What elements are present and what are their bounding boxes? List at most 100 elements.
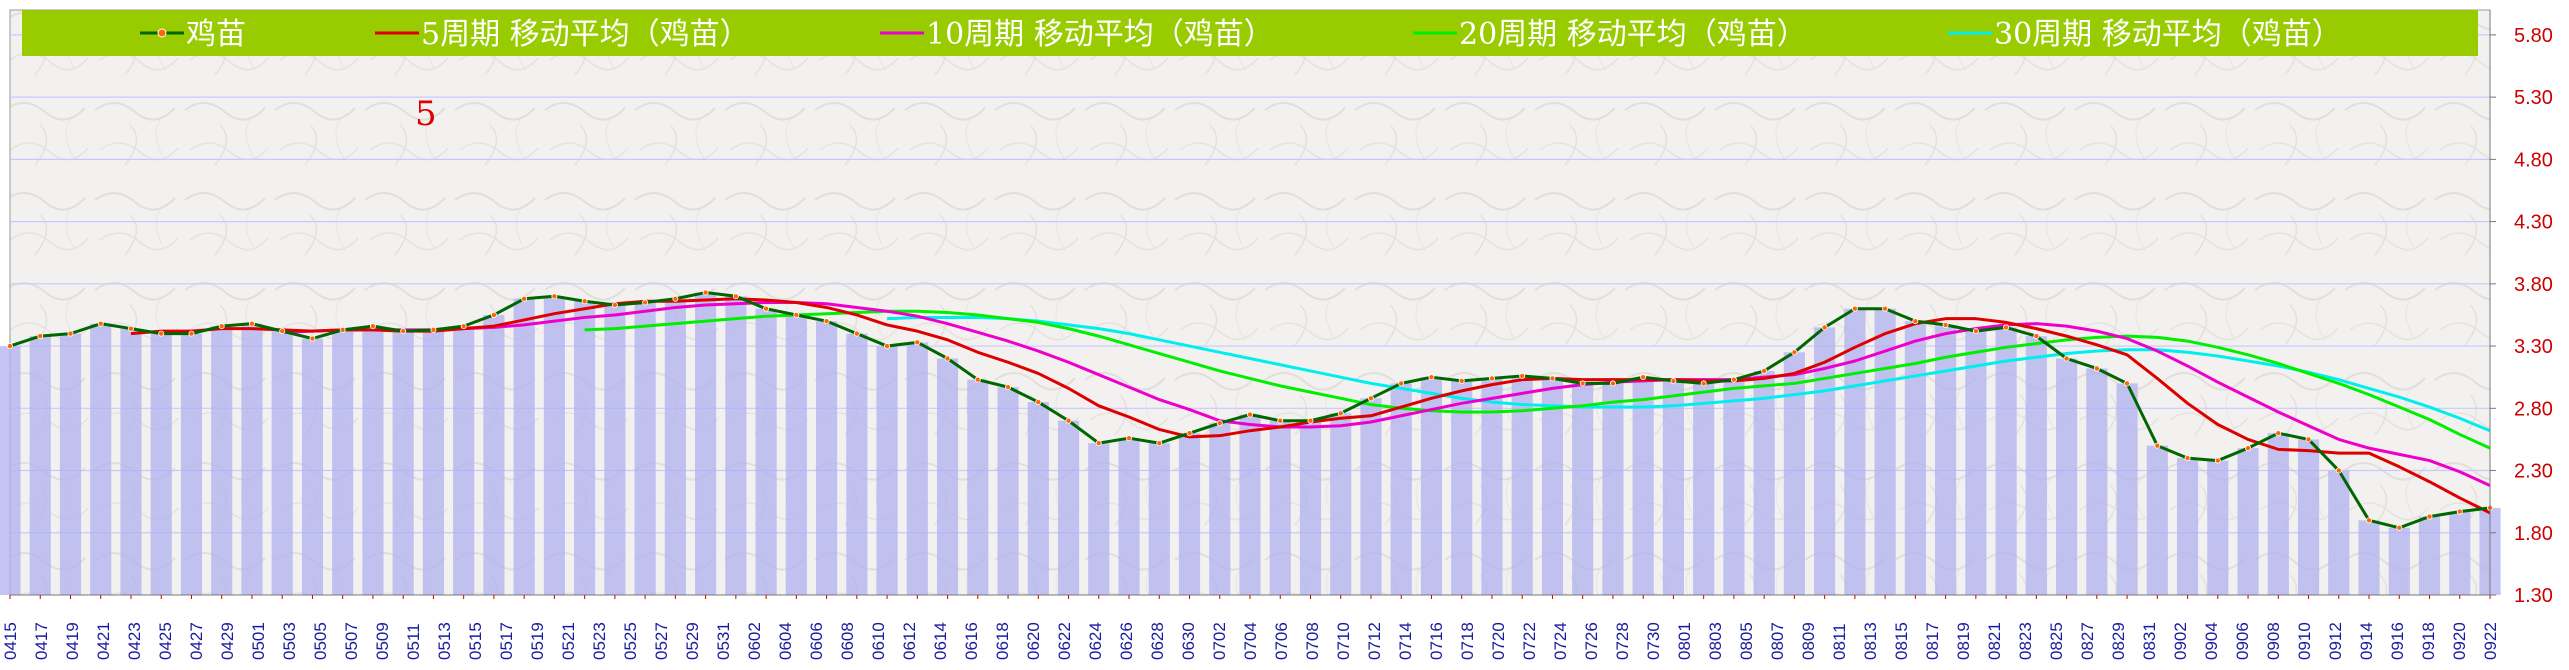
x-tick-label: 0821 bbox=[1985, 622, 2004, 660]
bar bbox=[211, 326, 233, 595]
bar bbox=[90, 323, 112, 595]
price-point bbox=[1458, 377, 1465, 384]
price-point bbox=[944, 355, 951, 362]
price-point bbox=[188, 330, 195, 337]
bar bbox=[483, 314, 505, 595]
chart-annotation: 5 bbox=[415, 94, 437, 134]
x-tick-label: 0503 bbox=[280, 622, 299, 660]
legend: 鸡苗 5周期 移动平均（鸡苗） 10周期 移动平均（鸡苗） 20周期 移动平均（鸡苗）… bbox=[22, 10, 2478, 56]
legend-band bbox=[22, 10, 2478, 56]
bar bbox=[1118, 438, 1140, 595]
price-point bbox=[1942, 321, 1949, 328]
bar bbox=[1753, 370, 1775, 595]
price-point bbox=[2456, 508, 2463, 515]
bar bbox=[2449, 511, 2471, 595]
x-tick-label: 0702 bbox=[1210, 622, 1229, 660]
x-tick-label: 0726 bbox=[1582, 622, 1601, 660]
x-tick-label: 0620 bbox=[1024, 622, 1043, 660]
x-tick-label: 0912 bbox=[2326, 622, 2345, 660]
price-point bbox=[2275, 430, 2282, 437]
price-point bbox=[2396, 524, 2403, 531]
bar bbox=[1481, 378, 1503, 595]
bar bbox=[2116, 383, 2138, 595]
price-point bbox=[1277, 417, 1284, 424]
bar bbox=[604, 304, 626, 595]
x-tick-label: 0525 bbox=[621, 622, 640, 660]
bar bbox=[1965, 331, 1987, 595]
price-point bbox=[2124, 380, 2131, 387]
bar bbox=[2146, 445, 2168, 595]
bar bbox=[59, 333, 82, 595]
x-tick-label: 0902 bbox=[2171, 622, 2190, 660]
x-tick-label: 0606 bbox=[807, 622, 826, 660]
price-point bbox=[7, 343, 13, 350]
x-tick-label: 0610 bbox=[869, 622, 888, 660]
x-tick-label: 0523 bbox=[590, 622, 609, 660]
x-tick-label: 0612 bbox=[900, 622, 919, 660]
price-point bbox=[1791, 349, 1798, 356]
y-tick-label: 4.80 bbox=[2514, 149, 2553, 171]
price-point bbox=[1186, 430, 1193, 437]
x-tick-label: 0712 bbox=[1365, 622, 1384, 660]
x-tick-label: 0801 bbox=[1675, 622, 1694, 660]
x-tick-label: 0616 bbox=[962, 622, 981, 660]
price-point bbox=[1035, 399, 1042, 406]
bar bbox=[1632, 377, 1654, 595]
bar bbox=[2418, 516, 2441, 595]
x-tick-label: 0805 bbox=[1737, 622, 1756, 660]
x-tick-label: 0527 bbox=[652, 622, 671, 660]
bar bbox=[1783, 352, 1805, 595]
x-tick-label: 0630 bbox=[1179, 622, 1198, 660]
x-tick-label: 0628 bbox=[1148, 622, 1167, 660]
bar bbox=[1360, 398, 1382, 595]
bar bbox=[1844, 308, 1866, 595]
bar bbox=[1057, 420, 1080, 595]
price-point bbox=[279, 328, 286, 335]
price-point bbox=[1398, 380, 1405, 387]
price-point bbox=[1488, 375, 1495, 382]
x-tick-label: 0429 bbox=[218, 622, 237, 660]
bar bbox=[1209, 423, 1231, 595]
bar bbox=[725, 296, 747, 595]
price-point bbox=[1519, 372, 1526, 379]
legend-marker bbox=[157, 28, 167, 38]
price-point bbox=[853, 330, 860, 337]
series-line-2 bbox=[282, 301, 2491, 487]
x-tick-label: 0831 bbox=[2140, 622, 2159, 660]
bar bbox=[906, 342, 928, 595]
price-point bbox=[2305, 436, 2312, 443]
x-tick-label: 0529 bbox=[683, 622, 702, 660]
bar bbox=[2025, 336, 2047, 595]
legend-label-2: 10周期 移动平均（鸡苗） bbox=[926, 17, 1274, 52]
x-tick-label: 0920 bbox=[2450, 622, 2469, 660]
x-tick-label: 0507 bbox=[342, 622, 361, 660]
price-point bbox=[2063, 355, 2070, 362]
x-tick-label: 0515 bbox=[466, 622, 485, 660]
x-tick-label: 0710 bbox=[1334, 622, 1353, 660]
price-point bbox=[1670, 377, 1677, 384]
x-tick-label: 0706 bbox=[1272, 622, 1291, 660]
bar bbox=[29, 336, 51, 595]
x-tick-label: 0415 bbox=[1, 622, 20, 660]
bar bbox=[0, 346, 21, 595]
x-tick-label: 0722 bbox=[1520, 622, 1539, 660]
x-tick-label: 0918 bbox=[2419, 622, 2438, 660]
price-point bbox=[430, 326, 437, 333]
x-tick-label: 0829 bbox=[2109, 622, 2128, 660]
price-point bbox=[1095, 440, 1102, 447]
bar bbox=[2267, 433, 2289, 595]
x-tick-label: 0827 bbox=[2078, 622, 2097, 660]
price-point bbox=[1882, 305, 1889, 312]
price-point bbox=[1367, 395, 1374, 402]
price-point bbox=[2214, 457, 2221, 464]
bar bbox=[422, 329, 444, 595]
price-point bbox=[2154, 442, 2161, 449]
y-tick-label: 1.30 bbox=[2514, 585, 2553, 607]
price-point bbox=[672, 295, 679, 302]
x-tick-label: 0417 bbox=[32, 622, 51, 660]
bar bbox=[1088, 443, 1110, 595]
y-tick-label: 5.80 bbox=[2514, 25, 2553, 47]
bar bbox=[453, 326, 475, 595]
x-tick-label: 0817 bbox=[1923, 622, 1942, 660]
price-point bbox=[1821, 324, 1828, 331]
